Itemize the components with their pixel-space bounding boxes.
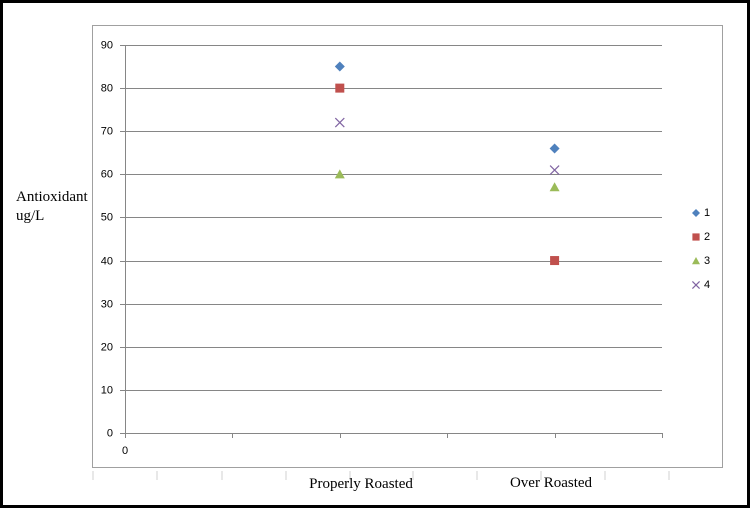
legend-label: 3 [704,255,710,267]
y-tick-label: 90 [101,39,113,51]
y-tick-label: 30 [101,298,113,310]
y-tick-label: 70 [101,125,113,137]
annotation: Over Roasted [509,475,593,491]
legend-label: 2 [704,231,710,243]
legend-label: 1 [704,207,710,219]
legend-marker [692,257,700,265]
data-point [334,61,345,72]
legend-marker [691,280,701,290]
y-tick-label: 80 [101,82,113,94]
data-point [335,83,345,93]
y-tick-label: 50 [101,211,113,223]
y-tick-label: 60 [101,168,113,180]
y-tick-label: 20 [101,341,113,353]
legend-marker [692,233,700,241]
annotation: Properly Roasted [309,476,413,492]
y-tick-label: 10 [101,384,113,396]
data-point [549,165,560,175]
y-tick-label: 0 [107,427,113,439]
data-point [549,143,560,154]
chart-area [92,25,723,468]
legend-label: 4 [704,279,710,291]
x-tick-label: 0 [122,445,128,457]
y-axis-label: Antioxidant ug/L [16,189,88,224]
data-point [334,169,345,179]
data-point [549,182,560,192]
y-tick-label: 40 [101,255,113,267]
sheet-gridlines [92,471,670,480]
legend-marker [692,209,700,217]
data-point [334,117,345,128]
data-point [550,256,560,266]
